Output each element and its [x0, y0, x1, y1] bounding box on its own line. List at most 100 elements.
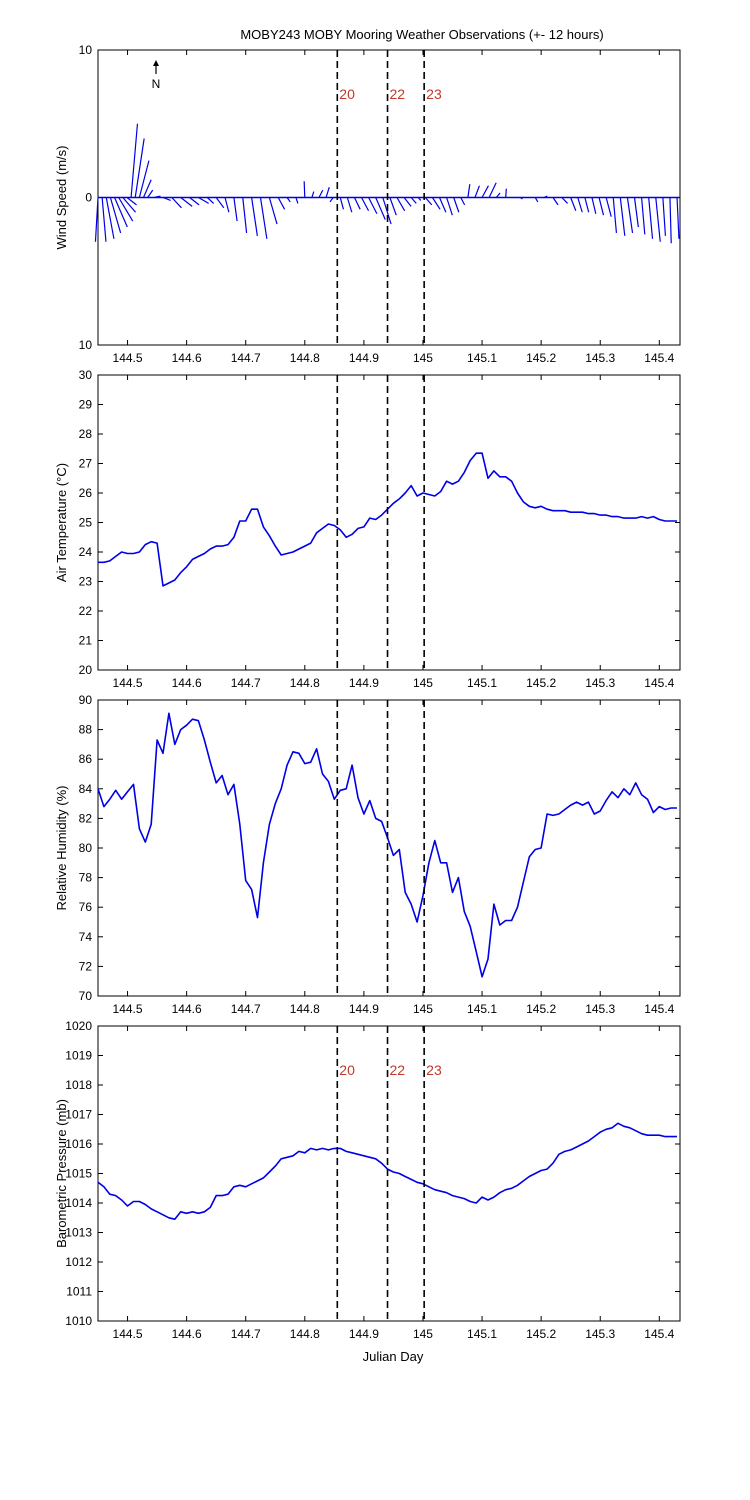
y-tick-label: 1015	[65, 1167, 92, 1181]
x-tick-label: 144.7	[231, 1327, 261, 1341]
y-tick-label: 88	[79, 723, 93, 737]
wind-vector-stick	[171, 197, 182, 209]
x-tick-label: 144.9	[349, 676, 379, 690]
x-tick-label: 145	[413, 351, 433, 365]
wind-vector-stick	[488, 182, 497, 198]
chart-title: MOBY243 MOBY Mooring Weather Observation…	[240, 27, 603, 42]
wind-vector-stick	[446, 197, 453, 216]
y-tick-label: 1018	[65, 1078, 92, 1092]
x-tick-label: 145.3	[585, 1002, 615, 1016]
y-tick-label: 21	[79, 634, 93, 648]
x-tick-label: 145.1	[467, 1002, 497, 1016]
x-tick-label: 145.3	[585, 1327, 615, 1341]
wind-vector-stick	[126, 197, 137, 206]
x-tick-label: 145.4	[644, 1327, 674, 1341]
x-tick-label: 144.7	[231, 351, 261, 365]
wind-vector-stick	[233, 197, 238, 222]
wind-vector-stick	[130, 123, 139, 198]
y-tick-label: 1014	[65, 1196, 92, 1210]
y-tick-label: 24	[79, 545, 93, 559]
wind-vector-stick	[662, 197, 667, 236]
wind-vector-stick	[453, 197, 460, 213]
y-axis-label: Barometric Pressure (mb)	[54, 1099, 69, 1248]
x-tick-label: 145.3	[585, 351, 615, 365]
wind-vector-stick	[648, 197, 654, 239]
reference-line-label: 23	[426, 1062, 442, 1078]
plot-frame	[97, 699, 681, 997]
chart-panel-2: 144.5 144.6 144.7 144.8 144.9 145 145.1 145.2 14…	[54, 368, 681, 690]
wind-vector-stick	[410, 197, 417, 204]
x-tick-label: 145.2	[526, 351, 556, 365]
y-tick-label: 72	[79, 959, 93, 973]
x-axis-label: Julian Day	[363, 1349, 424, 1364]
y-tick-label: 0	[85, 191, 92, 205]
x-tick-label: 144.5	[113, 1002, 143, 1016]
wind-vector-stick	[368, 197, 378, 214]
wind-vector-stick	[122, 197, 137, 213]
wind-vector-stick	[303, 181, 306, 198]
wind-vector-stick	[339, 197, 345, 210]
wind-vector-stick	[438, 197, 447, 213]
x-tick-label: 145	[413, 1002, 433, 1016]
wind-vector-stick	[605, 197, 612, 217]
x-tick-label: 144.5	[113, 1327, 143, 1341]
wind-vector-stick	[105, 197, 115, 239]
x-tick-label: 144.8	[290, 351, 320, 365]
x-tick-label: 145.2	[526, 1327, 556, 1341]
x-tick-label: 144.5	[113, 351, 143, 365]
wind-vector-stick	[431, 197, 441, 210]
y-axis-label: Air Temperature (°C)	[54, 463, 69, 582]
y-tick-label: 70	[79, 989, 93, 1003]
x-tick-label: 145	[413, 676, 433, 690]
wind-vector-stick	[417, 197, 422, 201]
y-axis-label: Wind Speed (m/s)	[54, 145, 69, 249]
x-tick-label: 145.1	[467, 351, 497, 365]
y-tick-label: 82	[79, 811, 93, 825]
y-tick-label: 26	[79, 486, 93, 500]
reference-line-label: 20	[339, 1062, 355, 1078]
plot-frame	[97, 374, 681, 671]
wind-vector-stick	[543, 195, 548, 199]
chart-panel-3: 144.5 144.6 144.7 144.8 144.9 145 145.1 145.2 14…	[54, 693, 681, 1016]
x-tick-label: 144.8	[290, 676, 320, 690]
wind-vector-stick	[346, 197, 353, 213]
x-tick-label: 145	[413, 1327, 433, 1341]
wind-vector-stick	[552, 197, 559, 206]
y-tick-label: 76	[79, 900, 93, 914]
wind-vector-stick	[640, 197, 646, 235]
wind-vector-stick	[495, 192, 501, 198]
wind-vector-stick	[481, 185, 489, 198]
wind-vector-stick	[109, 197, 122, 234]
wind-vector-stick	[295, 197, 299, 204]
wind-vector-stick	[584, 197, 590, 213]
x-tick-label: 145.2	[526, 676, 556, 690]
wind-vector-stick	[134, 138, 145, 198]
wind-vector-stick	[94, 197, 99, 242]
x-tick-label: 144.9	[349, 1327, 379, 1341]
x-tick-label: 144.8	[290, 1002, 320, 1016]
wind-vector-stick	[189, 197, 200, 206]
wind-vector-stick	[669, 197, 672, 244]
wind-vector-stick	[215, 197, 225, 209]
wind-vector-stick	[626, 197, 634, 233]
x-tick-label: 144.9	[349, 1002, 379, 1016]
reference-line-label: 20	[339, 86, 355, 102]
wind-vector-stick	[286, 197, 291, 203]
x-tick-label: 144.6	[172, 676, 202, 690]
y-axis-label: Relative Humidity (%)	[54, 786, 69, 911]
reference-line-label: 22	[390, 86, 406, 102]
wind-vector-stick	[633, 197, 639, 228]
x-tick-label: 145.1	[467, 1327, 497, 1341]
x-tick-label: 145.4	[644, 1002, 674, 1016]
y-tick-label: 28	[79, 427, 93, 441]
y-tick-label: 23	[79, 575, 93, 589]
y-tick-label: 78	[79, 871, 93, 885]
wind-vector-stick	[242, 197, 248, 233]
y-tick-label: 1012	[65, 1255, 92, 1269]
chart-panel-1: 144.5 144.6 144.7 144.8 144.9 145 145.1 145.2 14…	[54, 43, 681, 365]
x-tick-label: 145.4	[644, 351, 674, 365]
x-tick-label: 144.6	[172, 1327, 202, 1341]
wind-vector-stick	[138, 160, 150, 198]
y-tick-label: 90	[79, 693, 93, 707]
y-tick-label: 1011	[66, 1285, 92, 1299]
